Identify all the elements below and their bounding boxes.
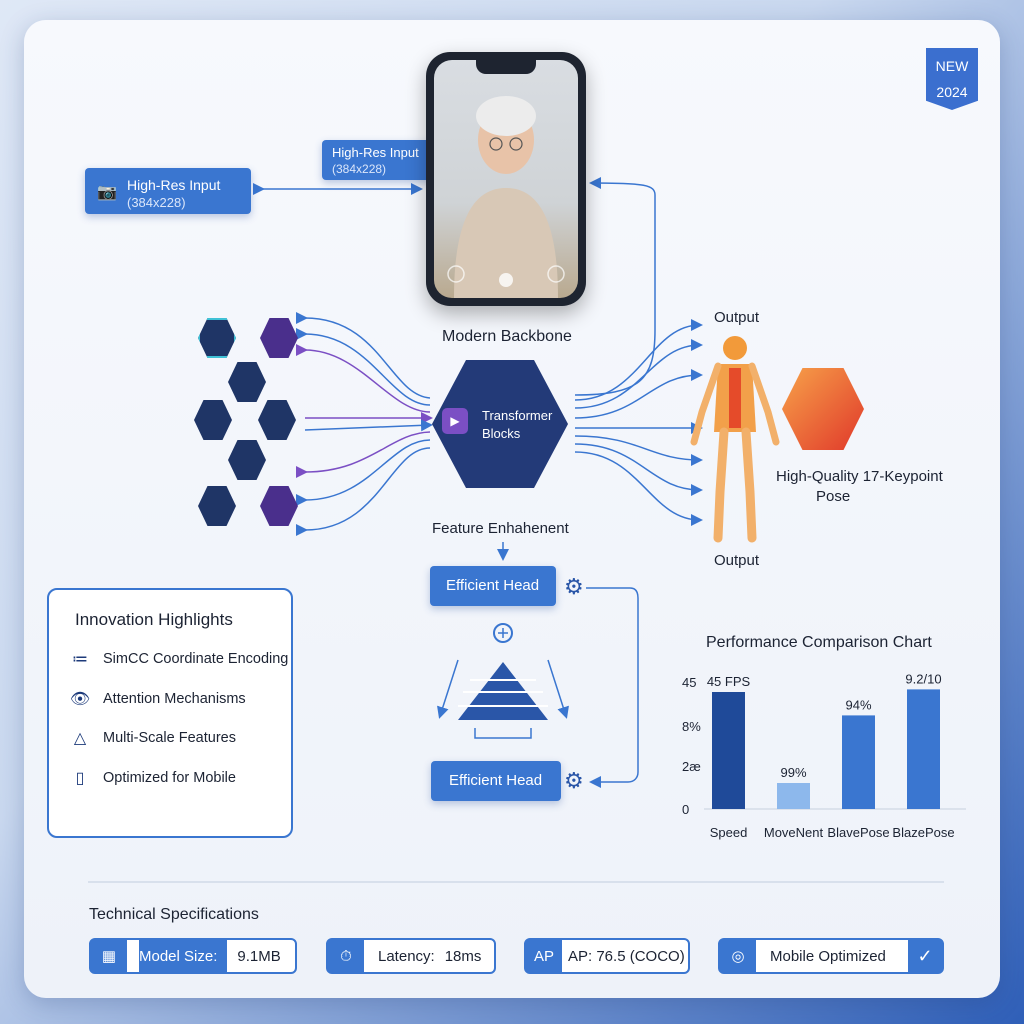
highlight-item: ≔ SimCC Coordinate Encoding [69, 648, 288, 670]
bar [712, 692, 745, 809]
data-label: 45 FPS [707, 674, 751, 689]
phone-screen [434, 60, 578, 298]
play-icon: ▶ [442, 408, 468, 434]
head-bottom-label: Efficient Head [449, 772, 543, 789]
check-icon: ✓ [908, 940, 942, 972]
spec-label: Latency: [378, 947, 435, 965]
highlight-label: Multi-Scale Features [103, 730, 236, 746]
bar [907, 689, 940, 809]
phone-mockup [426, 52, 586, 306]
spec-mobile: ◎ Mobile Optimized ✓ [718, 938, 944, 974]
transformer-label-1: Transformer [482, 408, 553, 423]
spec-label: Mobile Optimized [770, 947, 886, 965]
efficient-head-bottom: Efficient Head [431, 761, 561, 801]
spec-ap: AP AP: 76.5 (COCO) [524, 938, 690, 974]
spec-model-size: ▦ Model Size: 9.1MB [89, 938, 297, 974]
input-box-left: 📷 High-Res Input (384x228) [85, 168, 251, 214]
highlight-item: ▯ Optimized for Mobile [69, 767, 236, 789]
efficient-head-top: Efficient Head [430, 566, 556, 606]
output-bottom-label: Output [714, 552, 760, 569]
data-label: 9.2/10 [905, 671, 941, 686]
pose-label-2: Pose [816, 488, 851, 505]
chart-title: Performance Comparison Chart [706, 634, 932, 651]
innovation-highlights: Innovation Highlights ≔ SimCC Coordinate… [47, 588, 293, 838]
y-tick-label: 8% [682, 719, 701, 734]
data-label: 94% [845, 697, 871, 712]
highlight-item: 👁 Attention Mechanisms [69, 688, 246, 710]
ap-icon: AP [526, 940, 562, 972]
mobile-icon: ▯ [75, 770, 85, 787]
gear-icon: ⚙ [564, 574, 584, 599]
spec-label: AP: 76.5 (COCO) [568, 947, 685, 965]
input-box-top: High-Res Input (384x228) [322, 140, 442, 180]
target-icon: ◎ [720, 940, 756, 972]
hex-node [260, 486, 298, 526]
highlight-label: Optimized for Mobile [103, 770, 236, 786]
highlights-title: Innovation Highlights [75, 610, 233, 629]
pose-hex [782, 368, 864, 450]
category-label: Speed [710, 825, 748, 840]
eye-icon: 👁 [69, 691, 91, 708]
data-label: 99% [780, 765, 806, 780]
spec-latency: ⏱ Latency: 18ms [326, 938, 496, 974]
pyramid-icon: △ [73, 730, 87, 747]
highlight-label: Attention Mechanisms [103, 691, 246, 707]
elderly-woman-photo [447, 96, 565, 298]
backbone-label: Modern Backbone [442, 328, 572, 345]
output-top-label: Output [714, 309, 760, 326]
chip-icon: ▦ [91, 940, 127, 972]
badge-line1: NEW [935, 58, 969, 74]
new-badge: NEW 2024 [926, 48, 978, 110]
input-left-title: High-Res Input [127, 177, 221, 193]
y-tick-label: 2æ [682, 759, 701, 774]
hex-node [258, 400, 296, 440]
feature-label: Feature Enhahenent [432, 520, 569, 537]
spec-value: 9.1MB [237, 947, 281, 965]
hex-node [260, 318, 298, 358]
category-label: MoveNent [764, 825, 824, 840]
input-top-sub: (384x228) [332, 162, 387, 176]
performance-chart: 45 8% 2æ 0 45 FPS Speed 99% MoveNent 94% BlavePos… [682, 671, 966, 840]
timer-icon: ⏱ [328, 940, 364, 972]
spec-label: Model Size: [139, 940, 228, 972]
transformer-label-2: Blocks [482, 426, 521, 441]
highlight-item: △ Multi-Scale Features [69, 727, 236, 749]
bar [842, 715, 875, 809]
y-tick-label: 45 [682, 675, 696, 690]
camera-icon: 📷 [97, 184, 117, 201]
badge-line2: 2024 [936, 84, 968, 100]
head-top-label: Efficient Head [446, 577, 540, 594]
body-heatmap [690, 336, 780, 543]
input-left-sub: (384x228) [127, 195, 186, 210]
spec-value: 18ms [444, 947, 482, 965]
category-label: BlazePose [892, 825, 954, 840]
category-label: BlavePose [827, 825, 889, 840]
input-top-title: High-Res Input [332, 145, 419, 160]
bar [777, 783, 810, 809]
specs-title: Technical Specifications [89, 906, 259, 923]
coordinate-icon: ≔ [72, 651, 88, 668]
pose-label-1: High-Quality 17-Keypoint [776, 468, 943, 485]
highlight-label: SimCC Coordinate Encoding [103, 651, 289, 667]
y-tick-label: 0 [682, 802, 689, 817]
gear-icon: ⚙ [564, 768, 584, 793]
